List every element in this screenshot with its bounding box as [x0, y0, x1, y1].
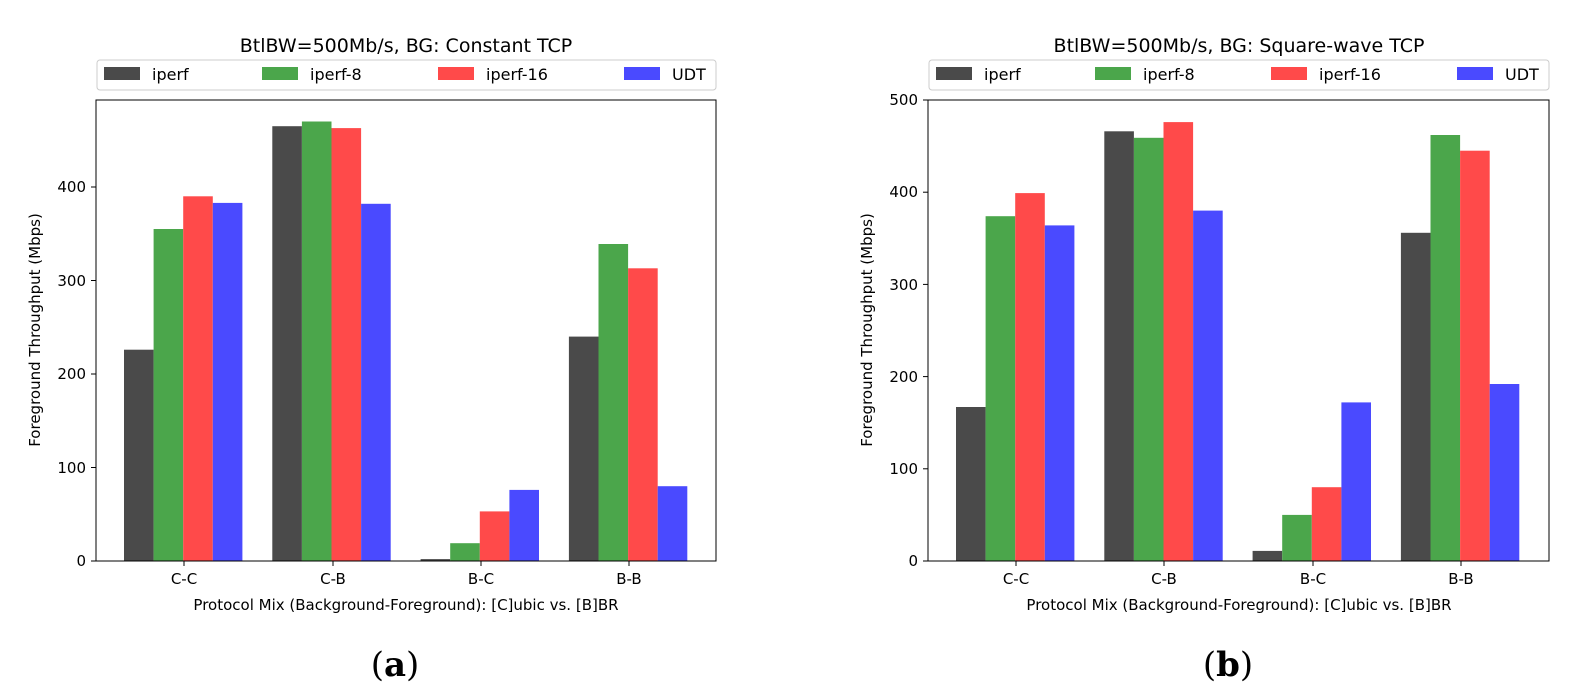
chart-a-ytick-label-4: 400	[57, 178, 86, 196]
chart-b-caption-open: (	[1203, 645, 1216, 685]
chart-a-ytick-label-1: 100	[57, 459, 86, 477]
chart-a-title: BtlBW=500Mb/s, BG: Constant TCP	[240, 35, 572, 57]
chart-a-bar-c-c-iperf	[124, 349, 154, 561]
chart-b-bar-b-c-iperf	[1252, 550, 1283, 561]
chart-b-legend-swatch-2	[1271, 67, 1307, 80]
chart-a-bar-c-b-udt	[361, 203, 391, 562]
chart-b-ytick-label-4: 400	[889, 183, 918, 201]
chart-a-y-ticks: 0 100 200 300 400	[57, 178, 96, 570]
chart-a-ytick-label-2: 200	[57, 365, 86, 383]
chart-b-caption-letter: b	[1216, 645, 1240, 685]
chart-a-legend-swatch-3	[624, 67, 660, 80]
chart-b-ytick-label-5: 500	[889, 91, 918, 109]
chart-b-xtick-label-0: C-C	[1003, 570, 1029, 588]
chart-b-bar-b-c-iperf-8	[1282, 514, 1312, 561]
chart-b-legend-label-2: iperf-16	[1319, 65, 1381, 84]
chart-a-bar-c-b-iperf-8	[301, 121, 332, 561]
chart-b-legend-swatch-3	[1457, 67, 1493, 80]
chart-b-y-ticks: 0 100 200 300 400 500	[889, 91, 928, 570]
chart-b-legend-swatch-1	[1095, 67, 1131, 80]
chart-a-bar-b-b-iperf	[568, 336, 599, 561]
chart-a-y-axis-label: Foreground Throughput (Mbps)	[26, 213, 44, 447]
chart-b-ytick-label-3: 300	[889, 276, 918, 294]
chart-a-legend: iperf iperf-8 iperf-16 UDT	[96, 59, 717, 91]
chart-a-caption-close: )	[406, 645, 419, 685]
chart-b-bar-b-b-iperf	[1400, 232, 1431, 562]
chart-b-legend-label-1: iperf-8	[1143, 65, 1195, 84]
chart-b-title: BtlBW=500Mb/s, BG: Square-wave TCP	[1054, 35, 1425, 57]
chart-a-legend-label-3: UDT	[672, 65, 706, 84]
chart-b-ytick-label-1: 100	[889, 460, 918, 478]
chart-a-xtick-label-2: B-C	[468, 570, 494, 588]
chart-b-ytick-label-0: 0	[908, 552, 918, 570]
chart-a-legend-swatch-0	[104, 67, 140, 80]
chart-a-caption: (a)	[371, 645, 420, 685]
chart-a-legend-frame	[96, 59, 717, 91]
chart-a-legend-swatch-1	[262, 67, 298, 80]
chart-b-bars	[956, 122, 1520, 562]
chart-a-x-axis-label: Protocol Mix (Background-Foreground): [C…	[193, 596, 618, 614]
chart-a-bar-c-c-udt	[212, 202, 243, 561]
chart-b-x-axis-label: Protocol Mix (Background-Foreground): [C…	[1026, 596, 1451, 614]
chart-b-xtick-label-1: C-B	[1151, 570, 1177, 588]
chart-a-caption-open: (	[371, 645, 384, 685]
chart-a-xtick-label-0: C-C	[171, 570, 197, 588]
chart-a-xtick-label-3: B-B	[616, 570, 641, 588]
chart-b-bar-c-c-iperf-8	[985, 216, 1016, 561]
chart-a-bar-b-c-udt	[509, 489, 539, 561]
chart-b-legend-frame	[928, 59, 1550, 91]
chart-b-bar-c-c-iperf	[956, 407, 986, 561]
chart-b-bar-c-c-iperf-16	[1015, 193, 1045, 561]
chart-b-ytick-label-2: 200	[889, 368, 918, 386]
chart-b-plot-frame	[927, 99, 1550, 562]
chart-a-x-ticks: C-C C-B B-C B-B	[171, 561, 642, 588]
chart-b-caption-close: )	[1240, 645, 1253, 685]
chart-a-bar-b-b-iperf-16	[628, 268, 658, 561]
chart-b-bar-b-b-udt	[1489, 384, 1520, 561]
chart-a-bar-b-c-iperf-8	[450, 543, 480, 561]
chart-a-caption-letter: a	[384, 645, 406, 685]
chart-b-legend-swatch-0	[936, 67, 972, 80]
chart-a-ytick-label-3: 300	[57, 272, 86, 290]
chart-a-bar-c-b-iperf-16	[331, 128, 362, 561]
chart-b-bar-c-b-iperf	[1104, 131, 1134, 562]
chart-b-bar-c-b-udt	[1193, 210, 1223, 561]
chart-a-legend-label-1: iperf-8	[310, 65, 362, 84]
chart-b-legend-label-0: iperf	[984, 65, 1021, 84]
chart-a-bar-c-b-iperf	[272, 126, 302, 561]
chart-a-bar-b-c-iperf-16	[479, 511, 510, 561]
chart-a-ytick-label-0: 0	[76, 552, 86, 570]
chart-a-legend-label-0: iperf	[152, 65, 189, 84]
chart-b-legend-label-3: UDT	[1505, 65, 1539, 84]
chart-a-legend-swatch-2	[438, 67, 474, 80]
chart-a-xtick-label-1: C-B	[320, 570, 346, 588]
chart-b-xtick-label-2: B-C	[1300, 570, 1326, 588]
chart-a: BtlBW=500Mb/s, BG: Constant TCP iperf ip…	[26, 35, 717, 685]
chart-b-legend: iperf iperf-8 iperf-16 UDT	[928, 59, 1550, 91]
chart-a-bar-b-b-udt	[657, 486, 688, 561]
chart-b-bar-c-b-iperf-8	[1133, 137, 1164, 562]
chart-b: BtlBW=500Mb/s, BG: Square-wave TCP iperf…	[858, 35, 1550, 685]
chart-b-bar-b-c-iperf-16	[1311, 487, 1342, 561]
chart-a-bar-c-c-iperf-8	[153, 229, 184, 561]
chart-a-legend-label-2: iperf-16	[486, 65, 548, 84]
chart-b-bar-c-b-iperf-16	[1163, 122, 1194, 561]
chart-b-bar-b-b-iperf-8	[1430, 135, 1461, 561]
chart-a-bar-b-c-iperf	[420, 559, 451, 561]
chart-b-caption: (b)	[1203, 645, 1253, 685]
chart-b-x-ticks: C-C C-B B-C B-B	[1003, 561, 1474, 588]
chart-b-xtick-label-3: B-B	[1448, 570, 1473, 588]
chart-b-y-axis-label: Foreground Throughput (Mbps)	[858, 213, 876, 447]
chart-a-bar-c-c-iperf-16	[183, 196, 213, 562]
chart-a-bar-b-b-iperf-8	[598, 244, 629, 561]
chart-b-bar-c-c-udt	[1044, 225, 1075, 561]
chart-a-bars	[124, 121, 688, 562]
chart-b-bar-b-b-iperf-16	[1460, 150, 1490, 561]
chart-b-bar-b-c-udt	[1341, 402, 1371, 561]
chart-a-plot-frame	[95, 99, 717, 562]
